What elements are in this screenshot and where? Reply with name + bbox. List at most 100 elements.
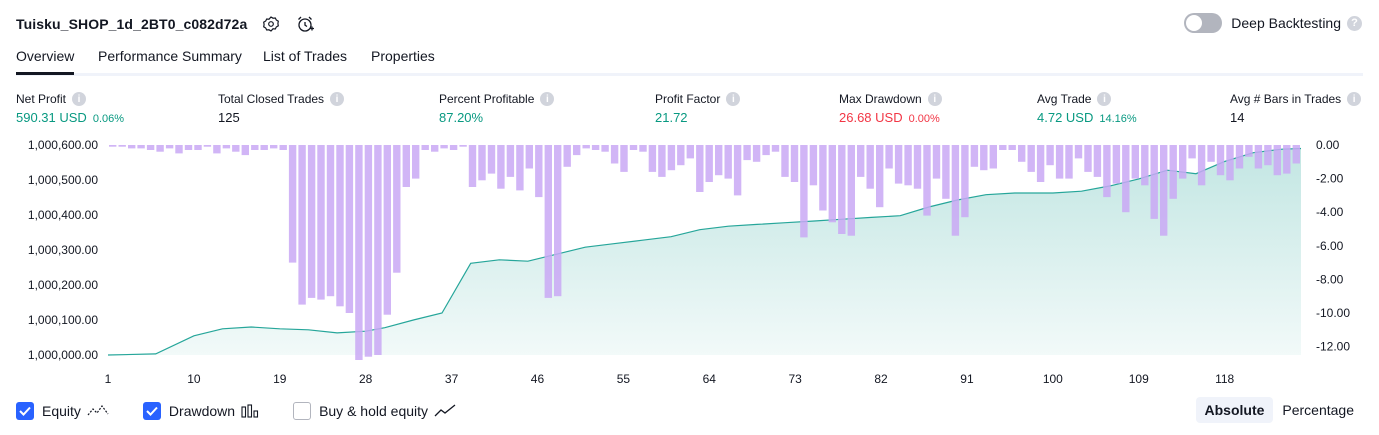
drawdown-bar	[1018, 145, 1026, 162]
drawdown-bar	[146, 145, 155, 150]
drawdown-bar	[648, 145, 657, 172]
drawdown-bar	[203, 145, 212, 147]
drawdown-bar	[1245, 145, 1253, 157]
drawdown-bar	[658, 145, 666, 177]
tab-performance-summary[interactable]: Performance Summary	[98, 48, 242, 64]
deep-backtesting-control: Deep Backtesting ?	[1184, 13, 1362, 33]
absolute-button[interactable]: Absolute	[1195, 397, 1274, 423]
metric-value: 125	[218, 110, 240, 125]
drawdown-bar	[516, 145, 524, 191]
drawdown-bar	[279, 145, 287, 150]
drawdown-bar	[970, 145, 979, 167]
legend-buy-hold-equity[interactable]: Buy & hold equity	[293, 402, 456, 420]
x-axis-tick-label: 28	[359, 372, 373, 386]
strategy-title: Tuisku_SHOP_1d_2BT0_c082d72a	[16, 16, 248, 32]
drawdown-bar	[1065, 145, 1073, 179]
metric-value-row: 14	[1230, 110, 1361, 125]
metric-net-profit: Net Profit i 590.31 USD 0.06%	[16, 92, 124, 125]
tab-list-of-trades[interactable]: List of Trades	[263, 48, 348, 64]
drawdown-bar	[620, 145, 628, 172]
drawdown-bar	[336, 145, 344, 307]
metric-label: Profit Factor	[655, 92, 721, 106]
drawdown-bar	[885, 145, 893, 169]
left-axis-tick-label: 1,000,300.00	[28, 243, 98, 257]
drawdown-bar	[374, 145, 382, 355]
equity-series	[107, 147, 1302, 356]
drawdown-bar	[715, 145, 723, 176]
drawdown-bar	[298, 145, 306, 305]
drawdown-bar	[497, 145, 505, 189]
drawdown-bar	[743, 145, 751, 161]
alarm-add-icon[interactable]	[295, 14, 315, 34]
tab-properties[interactable]: Properties	[371, 48, 435, 64]
legend-equity[interactable]: Equity	[16, 402, 109, 420]
metric-value: 590.31 USD	[16, 110, 87, 125]
drawdown-bar	[847, 145, 855, 236]
drawdown-bar	[1216, 145, 1225, 176]
help-icon[interactable]: ?	[1347, 15, 1362, 31]
drawdown-bar	[1188, 145, 1196, 159]
drawdown-series	[109, 145, 1300, 360]
info-icon[interactable]: i	[330, 92, 345, 106]
drawdown-bar	[601, 145, 609, 152]
metric-label-row: Avg # Bars in Trades i	[1230, 92, 1362, 106]
drawdown-bar	[421, 145, 429, 150]
drawdown-bar	[1093, 145, 1102, 177]
drawdown-bar	[1141, 145, 1149, 186]
info-icon[interactable]: i	[927, 92, 942, 106]
drawdown-bar	[487, 145, 496, 174]
percentage-button[interactable]: Percentage	[1282, 402, 1354, 418]
settings-icon[interactable]	[261, 14, 281, 34]
buy-hold-checkbox[interactable]	[293, 402, 312, 420]
drawdown-bar	[241, 145, 249, 156]
drawdown-bar	[184, 145, 193, 150]
legend-drawdown[interactable]: Drawdown	[142, 402, 259, 420]
info-icon[interactable]: i	[726, 92, 741, 106]
drawdown-bar	[1292, 145, 1300, 164]
drawdown-bar	[932, 145, 941, 179]
metric-label: Percent Profitable	[439, 92, 535, 106]
metric-value: 87.20%	[439, 110, 484, 125]
metric-max-drawdown: Max Drawdown i 26.68 USD 0.00%	[839, 92, 942, 125]
drawdown-bar	[194, 145, 202, 150]
equity-checkbox[interactable]	[16, 402, 34, 420]
x-axis-tick-label: 91	[960, 372, 974, 386]
drawdown-bar	[459, 145, 467, 147]
drawdown-bar	[1036, 145, 1045, 182]
drawdown-bar	[1197, 145, 1206, 186]
metric-label: Avg Trade	[1037, 92, 1092, 106]
metric-value: 4.72 USD	[1037, 110, 1094, 125]
drawdown-bar	[1046, 145, 1054, 166]
drawdown-bar	[1103, 145, 1111, 198]
left-axis-tick-label: 1,000,200.00	[28, 278, 98, 292]
metric-value: 14	[1230, 110, 1245, 125]
drawdown-bar	[222, 145, 231, 149]
drawdown-bar	[961, 145, 969, 218]
drawdown-bar	[440, 145, 448, 149]
deep-backtesting-label: Deep Backtesting	[1231, 15, 1341, 31]
tab-overview[interactable]: Overview	[16, 48, 75, 75]
drawdown-bar	[156, 145, 164, 152]
drawdown-bar	[1122, 145, 1130, 213]
right-axis-tick-label: -6.00	[1316, 239, 1344, 253]
info-icon[interactable]: i	[1097, 92, 1112, 106]
equity-drawdown-chart[interactable]: 1,000,600.00 1,000,500.00 1,000,400.00 1,00…	[0, 136, 1379, 392]
x-axis-tick-label: 64	[703, 372, 717, 386]
info-icon[interactable]: i	[1347, 92, 1362, 106]
drawdown-bar	[752, 145, 761, 162]
drawdown-bar	[1131, 145, 1139, 179]
info-icon[interactable]: i	[72, 92, 87, 106]
drawdown-bar	[535, 145, 543, 198]
metric-label: Total Closed Trades	[218, 92, 325, 106]
deep-backtesting-toggle[interactable]	[1184, 13, 1223, 33]
metric-value-row: 590.31 USD 0.06%	[16, 110, 124, 125]
drawdown-bar	[1074, 145, 1083, 159]
x-axis-tick-label: 118	[1215, 372, 1234, 386]
drawdown-bar	[733, 145, 742, 196]
drawdown-bar	[232, 145, 240, 152]
x-axis-tick-label: 100	[1043, 372, 1063, 386]
right-axis-tick-label: 0.00	[1316, 138, 1340, 152]
equity-area	[108, 148, 1301, 355]
drawdown-checkbox[interactable]	[142, 402, 161, 420]
info-icon[interactable]: i	[540, 92, 555, 106]
